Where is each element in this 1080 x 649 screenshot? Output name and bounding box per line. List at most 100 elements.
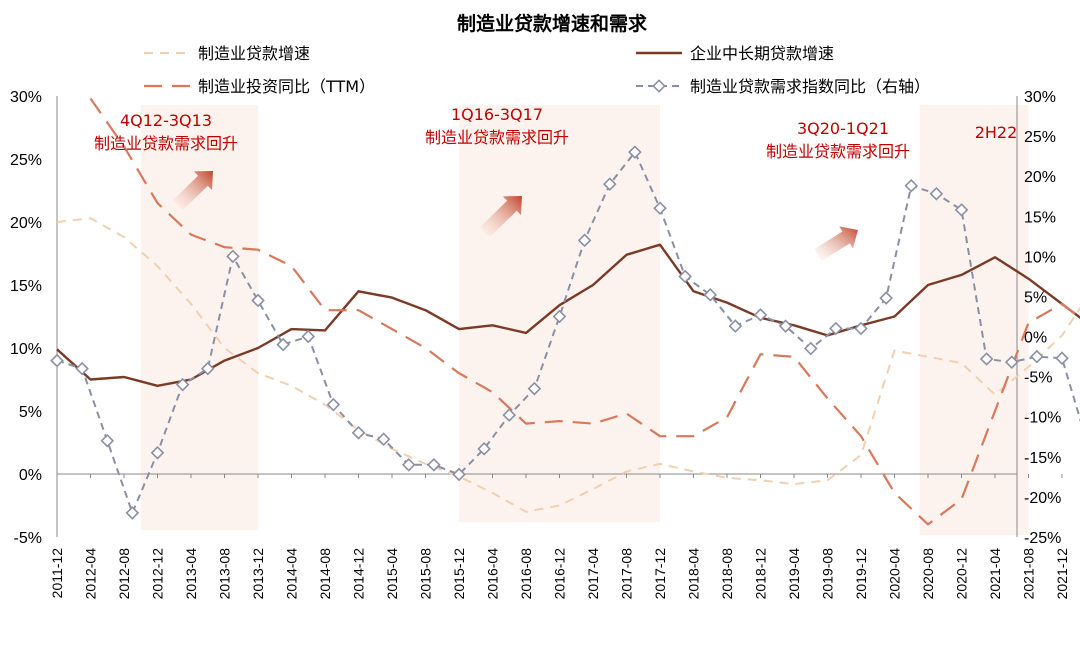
x-tick-label: 2019-04 — [786, 548, 802, 600]
x-tick-label: 2016-04 — [485, 548, 501, 600]
diamond-marker — [50, 353, 64, 368]
x-tick-label: 2012-04 — [83, 548, 99, 600]
x-tick-label: 2018-08 — [719, 548, 735, 600]
x-tick-label: 2019-12 — [853, 548, 869, 600]
right-tick-label: -10% — [1024, 410, 1061, 427]
annotation-text: 制造业贷款需求回升 — [766, 142, 910, 161]
x-tick-label: 2021-08 — [1021, 548, 1037, 600]
x-tick-label: 2014-08 — [317, 548, 333, 600]
right-tick-label: 5% — [1024, 289, 1047, 306]
diamond-marker — [728, 319, 743, 333]
legend-label: 制造业贷款增速 — [198, 44, 310, 63]
diamond-marker — [653, 201, 667, 216]
legend-label: 企业中长期贷款增速 — [690, 44, 834, 63]
right-tick-label: 10% — [1024, 249, 1056, 266]
diamond-marker — [602, 177, 617, 191]
x-tick-label: 2019-08 — [820, 548, 836, 600]
x-tick-label: 2021-04 — [987, 548, 1003, 600]
right-tick-label: -15% — [1024, 450, 1061, 467]
diamond-marker — [753, 308, 768, 322]
diamond-marker — [301, 329, 316, 344]
x-tick-label: 2018-12 — [753, 548, 769, 600]
diamond-marker — [979, 352, 994, 366]
diamond-marker — [376, 432, 391, 446]
annotations: 4Q12-3Q13 制造业贷款需求回升 1Q16-3Q17 制造业贷款需求回升 3Q20… — [94, 105, 1017, 161]
x-tick-label: 2018-04 — [686, 548, 702, 600]
x-tick-label: 2014-12 — [351, 548, 367, 600]
x-tick-label: 2017-12 — [652, 548, 668, 600]
diamond-marker — [803, 341, 818, 356]
diamond-marker — [175, 377, 190, 392]
right-tick-label: -25% — [1024, 530, 1061, 547]
diamond-marker — [200, 361, 215, 376]
diamond-marker — [150, 446, 165, 460]
diamond-marker — [552, 309, 567, 324]
diamond-marker — [929, 187, 944, 201]
x-tick-label: 2020-04 — [887, 548, 903, 600]
annotation-text: 制造业贷款需求回升 — [94, 134, 238, 153]
diamond-marker — [628, 145, 642, 159]
diamond-marker — [879, 291, 893, 305]
left-tick-label: 15% — [10, 278, 42, 295]
series-line — [56, 217, 1080, 513]
left-tick-label: 25% — [10, 152, 42, 169]
x-tick-label: 2012-12 — [150, 548, 166, 600]
diamond-marker — [100, 433, 115, 448]
diamond-marker — [75, 361, 89, 376]
diamond-marker — [401, 458, 416, 472]
right-tick-label: -20% — [1024, 490, 1061, 507]
legend-diamond-marker — [652, 79, 666, 93]
trend-arrows — [173, 171, 858, 261]
x-tick-label: 2013-12 — [250, 548, 266, 600]
shaded-periods — [140, 105, 1029, 535]
diamond-marker — [125, 506, 140, 520]
x-tick-label: 2015-12 — [451, 548, 467, 600]
diamond-marker — [954, 203, 969, 217]
shaded-period — [919, 105, 1029, 535]
diamond-marker — [678, 269, 692, 284]
diamond-marker — [829, 321, 843, 336]
left-tick-label: 20% — [10, 215, 42, 232]
diamond-marker — [326, 397, 341, 412]
trend-arrow — [480, 196, 522, 237]
annotation-period: 1Q16-3Q17 — [451, 105, 543, 124]
x-tick-label: 2020-12 — [954, 548, 970, 600]
annotation-text: 制造业贷款需求回升 — [425, 128, 569, 147]
x-tick-label: 2016-08 — [518, 548, 534, 600]
diamond-marker — [703, 288, 718, 302]
trend-arrow — [173, 171, 213, 210]
diamond-marker — [251, 293, 265, 308]
left-tick-label: 10% — [10, 341, 42, 358]
left-tick-label: 30% — [10, 89, 42, 106]
x-tick-label: 2012-08 — [116, 548, 132, 600]
series-line — [89, 97, 1080, 526]
diamond-marker — [904, 178, 919, 193]
x-tick-label: 2015-04 — [384, 548, 400, 600]
annotation-period: 3Q20-1Q21 — [797, 119, 889, 138]
right-tick-label: 20% — [1024, 169, 1056, 186]
x-tick-label: 2016-12 — [552, 548, 568, 600]
diamond-marker — [854, 321, 868, 336]
x-tick-label: 2011-12 — [49, 548, 65, 599]
right-tick-label: 30% — [1024, 89, 1056, 106]
diamond-marker — [1004, 355, 1019, 369]
right-tick-label: -5% — [1024, 370, 1052, 387]
diamond-marker — [778, 319, 793, 333]
annotation-period: 2H22 — [975, 123, 1018, 142]
diamond-marker — [1055, 351, 1069, 365]
diamond-marker — [452, 467, 466, 482]
annotation-period: 4Q12-3Q13 — [120, 111, 212, 130]
diamond-marker — [1030, 349, 1044, 364]
diamond-marker — [351, 425, 366, 440]
diamond-marker — [427, 458, 441, 472]
diamond-marker — [577, 233, 592, 248]
diamond-marker — [477, 442, 491, 456]
chart-title: 制造业贷款增速和需求 — [457, 12, 648, 35]
x-tick-label: 2017-08 — [619, 548, 635, 600]
legend-label: 制造业贷款需求指数同比（右轴） — [690, 77, 930, 96]
left-tick-label: -5% — [14, 530, 42, 547]
x-tick-label: 2015-08 — [418, 548, 434, 600]
diamond-marker — [527, 381, 542, 396]
axes: -5% 0% 5% 10% 15% 20% 25% 30% -25% -20% -15% -10% -5… — [10, 89, 1070, 600]
